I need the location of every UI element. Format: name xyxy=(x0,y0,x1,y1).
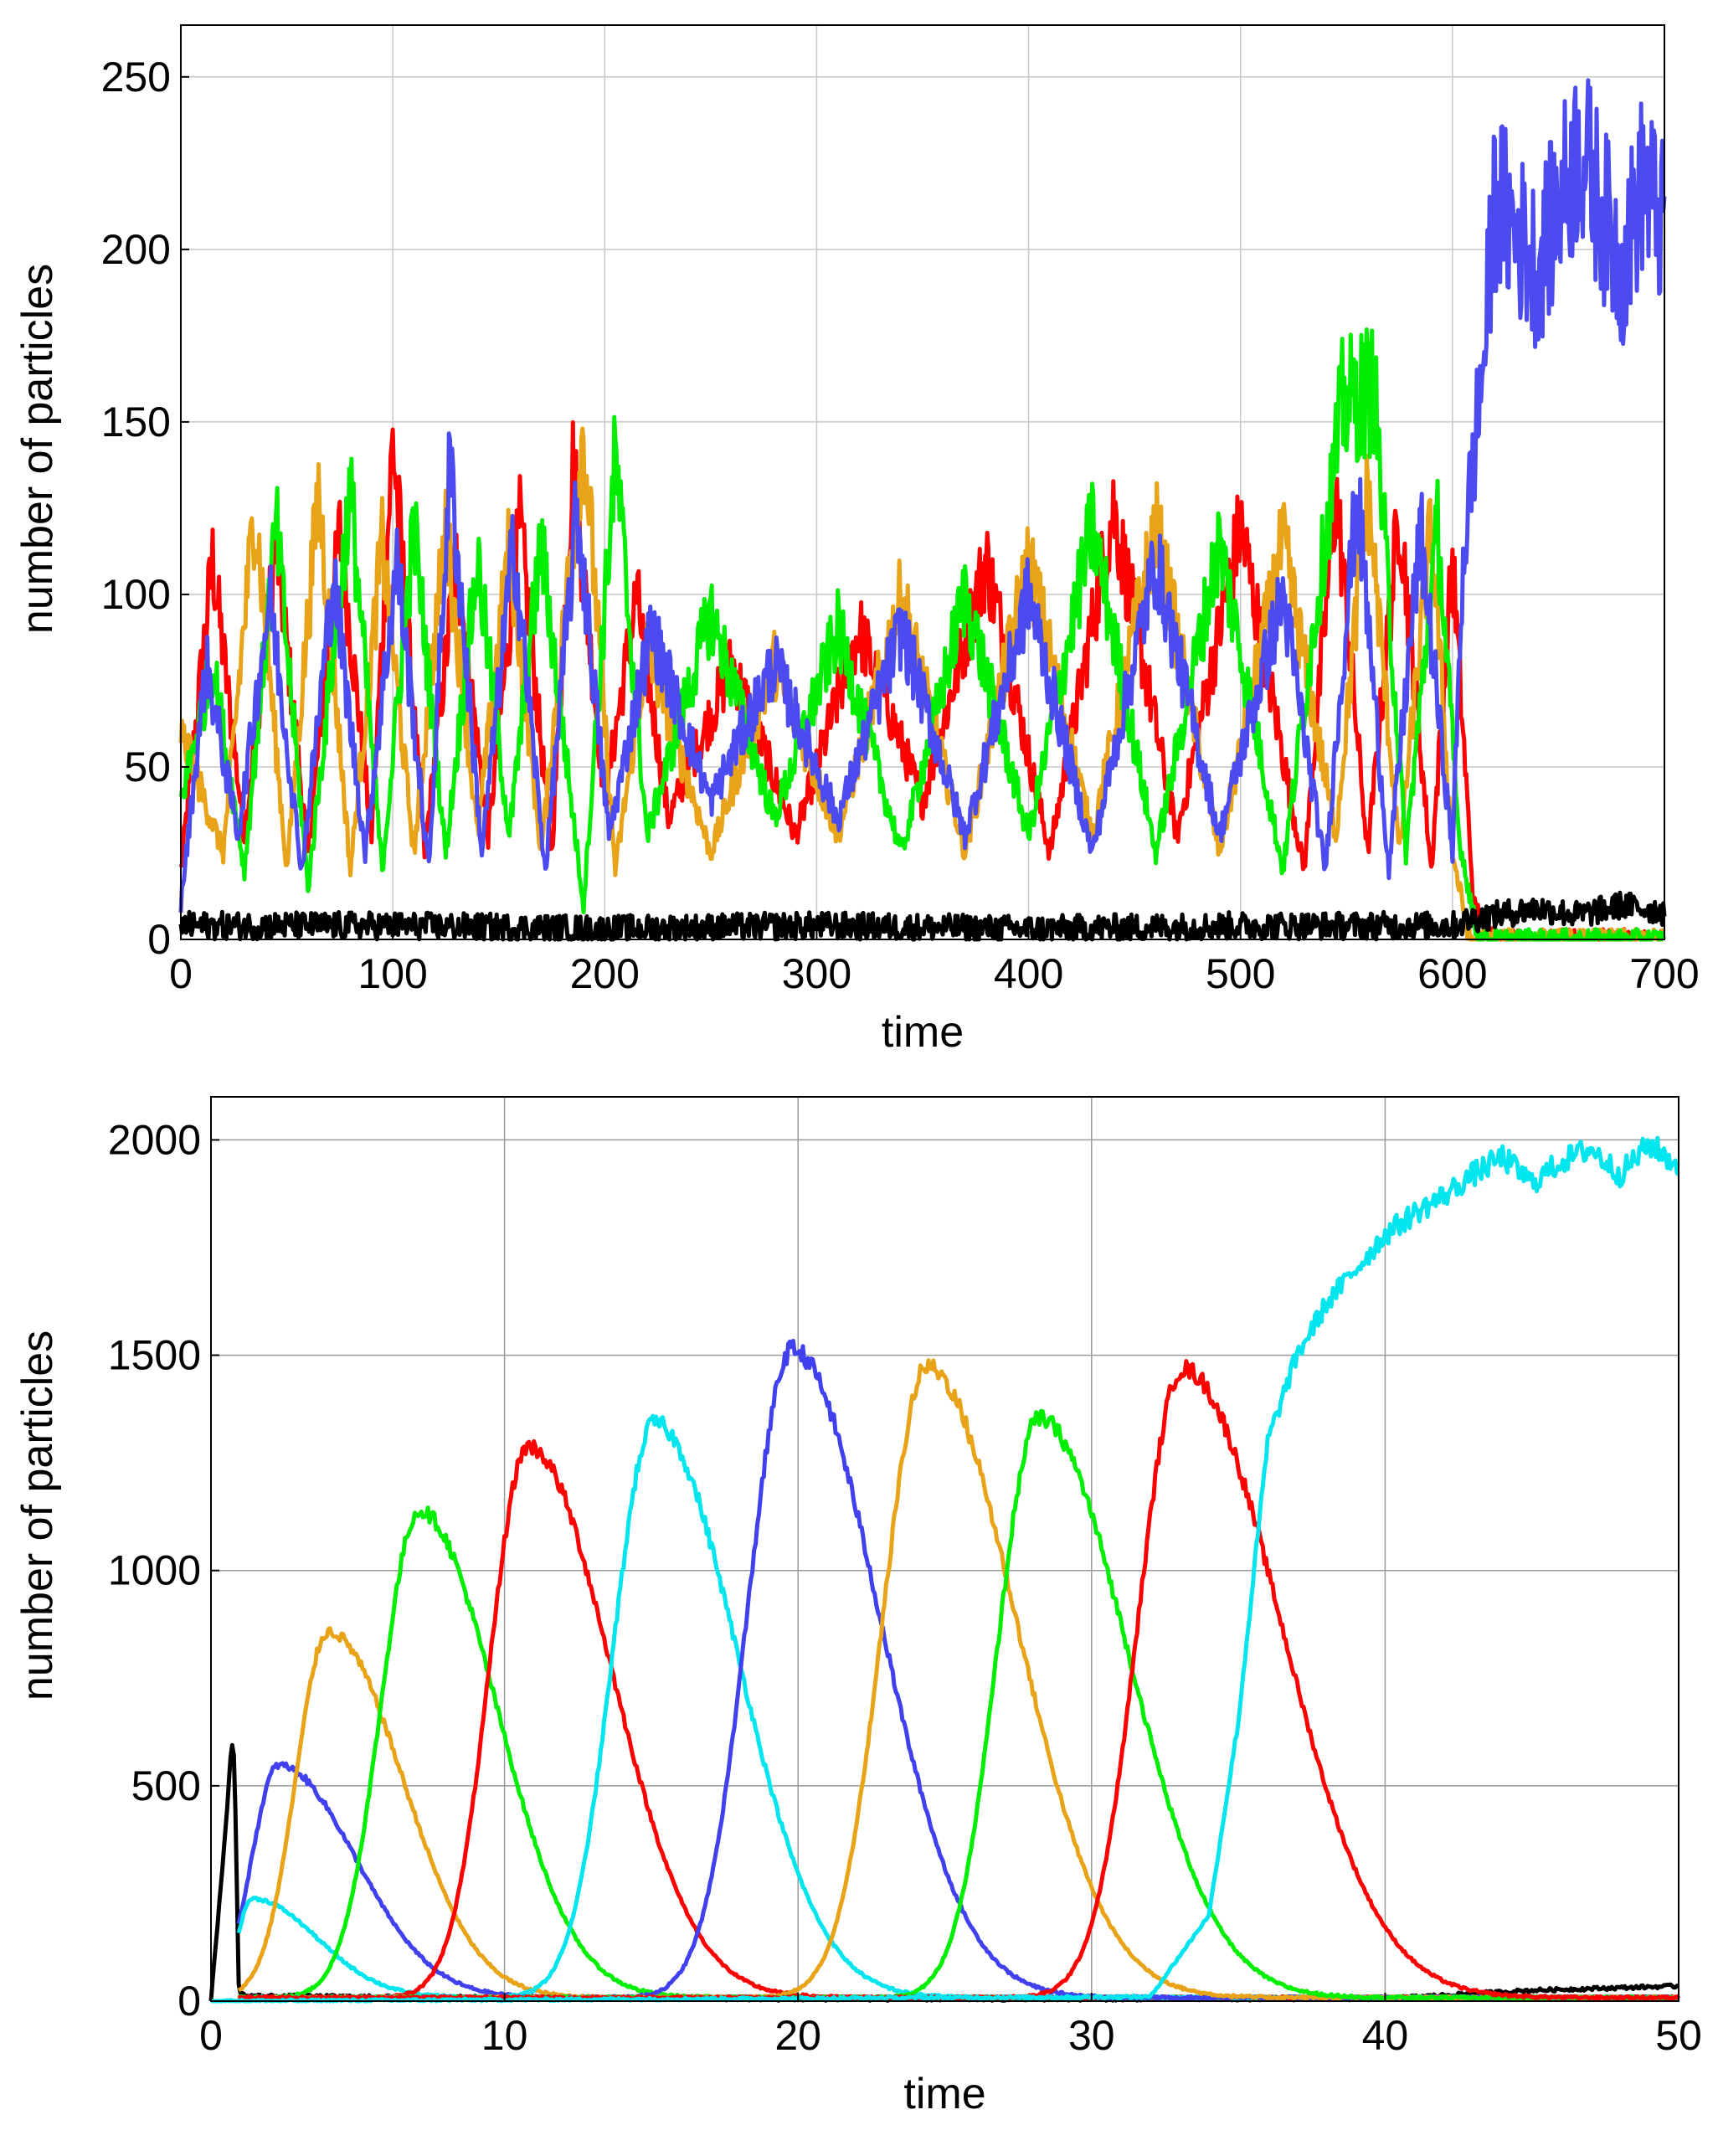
y-tick-label: 2000 xyxy=(108,1116,201,1163)
plot-frame xyxy=(210,1096,1679,2002)
y-axis-label: number of particles xyxy=(13,264,62,634)
series-line-12 xyxy=(210,1135,1680,2004)
series-line-1 xyxy=(178,419,1666,942)
x-tick-label: 500 xyxy=(1206,950,1275,997)
y-tick-label: 100 xyxy=(101,571,171,618)
y-tick-label: 250 xyxy=(101,54,171,100)
x-tick-label: 400 xyxy=(994,950,1063,997)
series-line-4 xyxy=(178,78,1667,913)
y-tick-label: 0 xyxy=(177,1978,201,2025)
axis-ticks: 0 100 200 300 400 500 600 700 0 50 100 150 200 250 xyxy=(101,54,1700,997)
x-tick-label: 700 xyxy=(1629,950,1699,997)
y-axis-label: number of particles xyxy=(13,1330,62,1701)
grid-lines xyxy=(211,1097,1679,2001)
x-axis-label: time xyxy=(903,2070,985,2118)
x-tick-label: 300 xyxy=(782,950,851,997)
x-tick-label: 600 xyxy=(1417,950,1487,997)
y-tick-label: 1000 xyxy=(108,1547,201,1594)
plot-border xyxy=(210,1096,1679,2002)
x-tick-label: 40 xyxy=(1362,2012,1409,2059)
x-tick-label: 0 xyxy=(169,950,193,997)
series-line-2 xyxy=(178,426,1667,942)
top-chart: 0 100 200 300 400 500 600 700 0 50 100 150 200 250 tim… xyxy=(13,24,1700,1057)
series-group xyxy=(178,78,1667,942)
series-line-3 xyxy=(178,327,1667,942)
top-chart-panel: 0 100 200 300 400 500 600 700 0 50 100 150 200 250 tim… xyxy=(13,24,1700,1057)
y-tick-label: 150 xyxy=(101,399,171,445)
x-tick-label: 10 xyxy=(481,2012,528,2059)
series-line-5 xyxy=(178,890,1667,942)
y-tick-label: 50 xyxy=(124,744,171,790)
y-tick-label: 0 xyxy=(147,916,171,963)
series-group xyxy=(208,1135,1680,2004)
y-tick-label: 500 xyxy=(131,1762,201,1809)
x-tick-label: 50 xyxy=(1655,2012,1702,2059)
x-tick-label: 200 xyxy=(570,950,640,997)
x-tick-label: 30 xyxy=(1068,2012,1115,2059)
x-tick-label: 20 xyxy=(774,2012,821,2059)
x-tick-label: 0 xyxy=(199,2012,223,2059)
y-tick-label: 200 xyxy=(101,226,171,273)
y-tick-label: 1500 xyxy=(108,1332,201,1379)
x-tick-label: 100 xyxy=(357,950,427,997)
plot-border xyxy=(180,24,1665,940)
bottom-chart-panel: 0 10 20 30 40 50 0 500 1000 1500 2000 time number of… xyxy=(0,1080,1718,2156)
x-axis-label: time xyxy=(882,1008,964,1057)
